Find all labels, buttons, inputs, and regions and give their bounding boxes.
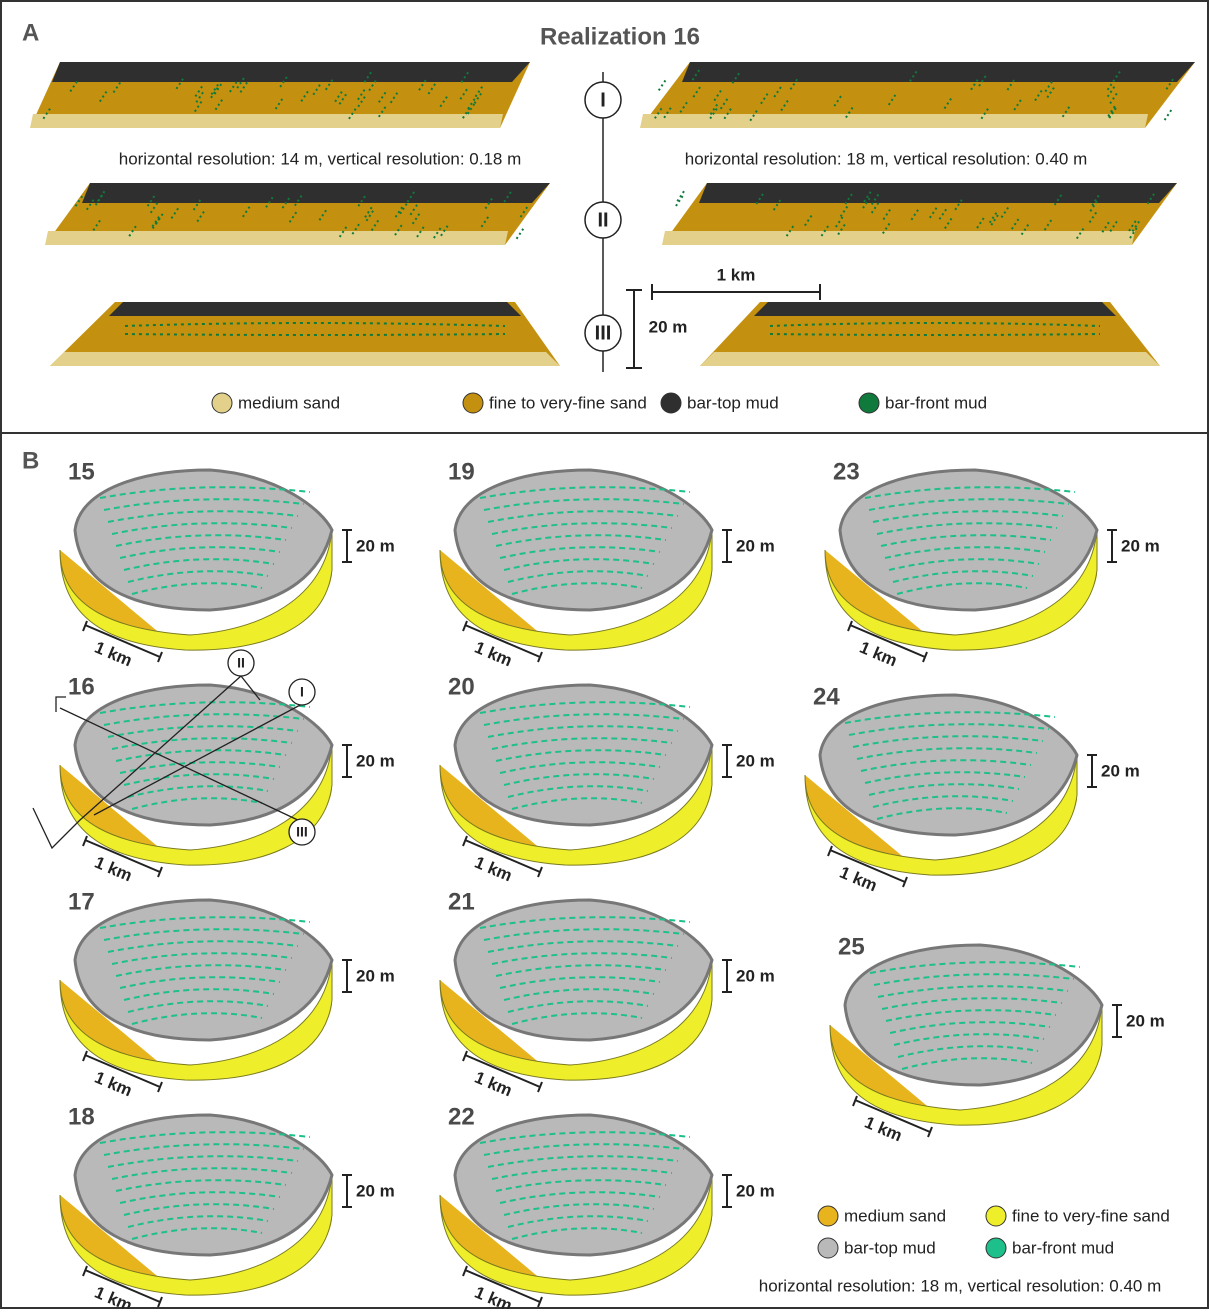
height-scale bbox=[1112, 1005, 1122, 1037]
height-scale bbox=[1107, 530, 1117, 562]
height-scale bbox=[342, 1175, 352, 1207]
bar-front-mud bbox=[515, 229, 523, 241]
figure: A Realization 16 horizontal resolution: … bbox=[0, 0, 1209, 1309]
bar-top-mud bbox=[109, 302, 521, 316]
bar-front-mud bbox=[125, 334, 505, 335]
scale-label: 20 m bbox=[356, 966, 395, 985]
legend-swatch bbox=[818, 1206, 838, 1226]
scale-label: 20 m bbox=[356, 1181, 395, 1200]
bar-front-mud bbox=[657, 80, 665, 92]
realization-number: 21 bbox=[448, 888, 475, 915]
legend-label: medium sand bbox=[844, 1206, 946, 1225]
legend-swatch bbox=[818, 1238, 838, 1258]
realization-number: 18 bbox=[68, 1103, 95, 1130]
legend-swatch bbox=[986, 1206, 1006, 1226]
height-scale bbox=[342, 960, 352, 992]
height-scale bbox=[722, 1175, 732, 1207]
medium-sand bbox=[30, 114, 503, 128]
medium-sand bbox=[662, 231, 1135, 245]
legend-swatch bbox=[859, 393, 879, 413]
bar-top-mud bbox=[754, 302, 1116, 316]
bar-top-mud bbox=[82, 183, 550, 203]
section-label: II bbox=[597, 209, 608, 231]
scale-label: 20 m bbox=[736, 1181, 775, 1200]
panel-label: A bbox=[22, 19, 39, 46]
realization-number: 20 bbox=[448, 673, 475, 700]
medium-sand bbox=[45, 231, 508, 245]
realization-number: 25 bbox=[838, 933, 865, 960]
bar-top-mud bbox=[699, 183, 1177, 203]
height-scale bbox=[342, 745, 352, 777]
resolution-note: horizontal resolution: 18 m, vertical re… bbox=[759, 1276, 1162, 1295]
scale-label: 20 m bbox=[736, 536, 775, 555]
medium-sand bbox=[50, 352, 560, 366]
legend-label: bar-top mud bbox=[687, 393, 779, 412]
realization-number: 24 bbox=[813, 683, 840, 710]
panel-label: B bbox=[22, 447, 39, 474]
scale-label: 20 m bbox=[1101, 761, 1140, 780]
height-scale bbox=[722, 745, 732, 777]
scale-label: 20 m bbox=[356, 751, 395, 770]
bar-top-mud bbox=[682, 62, 1195, 82]
legend-label: fine to very-fine sand bbox=[489, 393, 647, 412]
legend-swatch bbox=[212, 393, 232, 413]
realization-number: 16 bbox=[68, 673, 95, 700]
scale-label: 20 m bbox=[736, 751, 775, 770]
section-label: II bbox=[237, 655, 245, 671]
scale-label: 20 m bbox=[736, 966, 775, 985]
legend-label: bar-front mud bbox=[1012, 1238, 1114, 1257]
bar-front-mud bbox=[1163, 110, 1171, 122]
scale-label: 1 km bbox=[717, 265, 756, 284]
section-label: I bbox=[600, 89, 606, 111]
bar-front-mud bbox=[675, 196, 683, 208]
legend-swatch bbox=[661, 393, 681, 413]
bar-top-mud bbox=[52, 62, 530, 82]
height-scale bbox=[722, 960, 732, 992]
height-scale bbox=[1087, 755, 1097, 787]
medium-sand bbox=[700, 352, 1160, 366]
realization-number: 23 bbox=[833, 458, 860, 485]
resolution-note: horizontal resolution: 18 m, vertical re… bbox=[685, 149, 1088, 168]
legend-label: bar-front mud bbox=[885, 393, 987, 412]
resolution-note: horizontal resolution: 14 m, vertical re… bbox=[119, 149, 522, 168]
scale-label: 1 km bbox=[92, 1283, 135, 1309]
legend-swatch bbox=[986, 1238, 1006, 1258]
realization-number: 17 bbox=[68, 888, 95, 915]
legend-label: fine to very-fine sand bbox=[1012, 1206, 1170, 1225]
legend: medium sand fine to very-fine sand bar-top… bbox=[818, 1206, 1170, 1258]
realization-number: 22 bbox=[448, 1103, 475, 1130]
scale-label: 20 m bbox=[1126, 1011, 1165, 1030]
section-label: I bbox=[300, 684, 304, 700]
legend-swatch bbox=[463, 393, 483, 413]
scale-label: 20 m bbox=[649, 317, 688, 336]
legend-label: medium sand bbox=[238, 393, 340, 412]
scale-label: 20 m bbox=[356, 536, 395, 555]
medium-sand bbox=[640, 114, 1148, 128]
realization-number: 15 bbox=[68, 458, 95, 485]
section-label: III bbox=[296, 824, 308, 840]
legend-label: bar-top mud bbox=[844, 1238, 936, 1257]
scale-label: 20 m bbox=[1121, 536, 1160, 555]
height-scale bbox=[722, 530, 732, 562]
legend: medium sand fine to very-fine sand bar-top… bbox=[212, 393, 987, 413]
height-scale bbox=[342, 530, 352, 562]
panel-title: Realization 16 bbox=[540, 23, 700, 50]
realization-number: 19 bbox=[448, 458, 475, 485]
scale-label: 1 km bbox=[472, 1283, 515, 1309]
section-label: III bbox=[595, 322, 612, 344]
